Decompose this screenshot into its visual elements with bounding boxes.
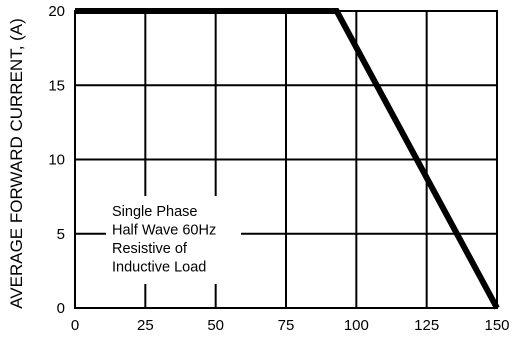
annotation: Single Phase Half Wave 60Hz Resistive of In… — [112, 204, 216, 276]
x-tick-label: 25 — [137, 317, 154, 334]
annotation-background — [106, 196, 241, 284]
series — [74, 8, 500, 310]
x-tick-label: 50 — [207, 317, 224, 334]
y-tick-label: 15 — [48, 77, 65, 94]
y-axis-ticks: 0 5 10 15 20 — [48, 3, 65, 317]
y-tick-label: 20 — [48, 3, 65, 20]
y-tick-label: 10 — [48, 152, 65, 169]
x-tick-label: 150 — [484, 317, 509, 334]
x-axis-ticks: 0 25 50 75 100 125 150 — [71, 317, 510, 334]
y-tick-label: 0 — [57, 300, 65, 317]
y-axis-label: AVERAGE FORWARD CURRENT, (A) — [7, 18, 26, 309]
annotation-line: Half Wave 60Hz — [112, 223, 216, 239]
annotation-line: Single Phase — [112, 204, 197, 220]
x-tick-label: 125 — [414, 317, 439, 334]
x-tick-label: 75 — [278, 317, 295, 334]
x-tick-label: 100 — [344, 317, 369, 334]
annotation-line: Resistive of — [112, 241, 188, 257]
x-tick-label: 0 — [71, 317, 79, 334]
annotation-line: Inductive Load — [112, 260, 206, 276]
y-tick-label: 5 — [57, 226, 65, 243]
